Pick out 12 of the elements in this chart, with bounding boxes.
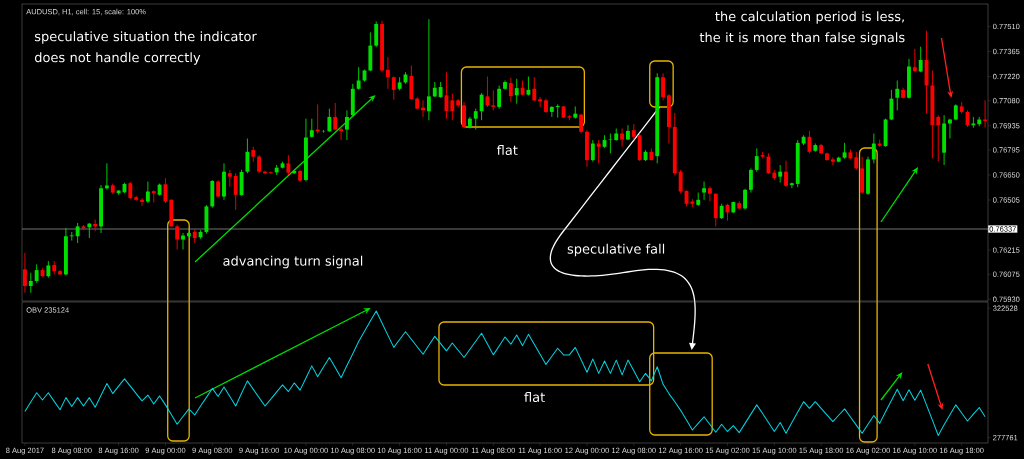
annotation: the calculation period is less, the it is more than false signals — [699, 11, 905, 45]
candlestick — [760, 151, 765, 159]
annotation: advancing turn signal — [223, 255, 363, 269]
annotation: flat — [496, 144, 518, 156]
candlestick — [567, 114, 572, 121]
candlestick — [491, 89, 496, 111]
annotation: speculative situation the indicator does not handle correctly — [34, 31, 257, 65]
candlestick — [69, 231, 74, 242]
candlestick — [227, 169, 232, 187]
candlestick — [134, 195, 139, 202]
annotation: speculative fall — [567, 243, 665, 257]
annotation: flat — [524, 391, 545, 403]
